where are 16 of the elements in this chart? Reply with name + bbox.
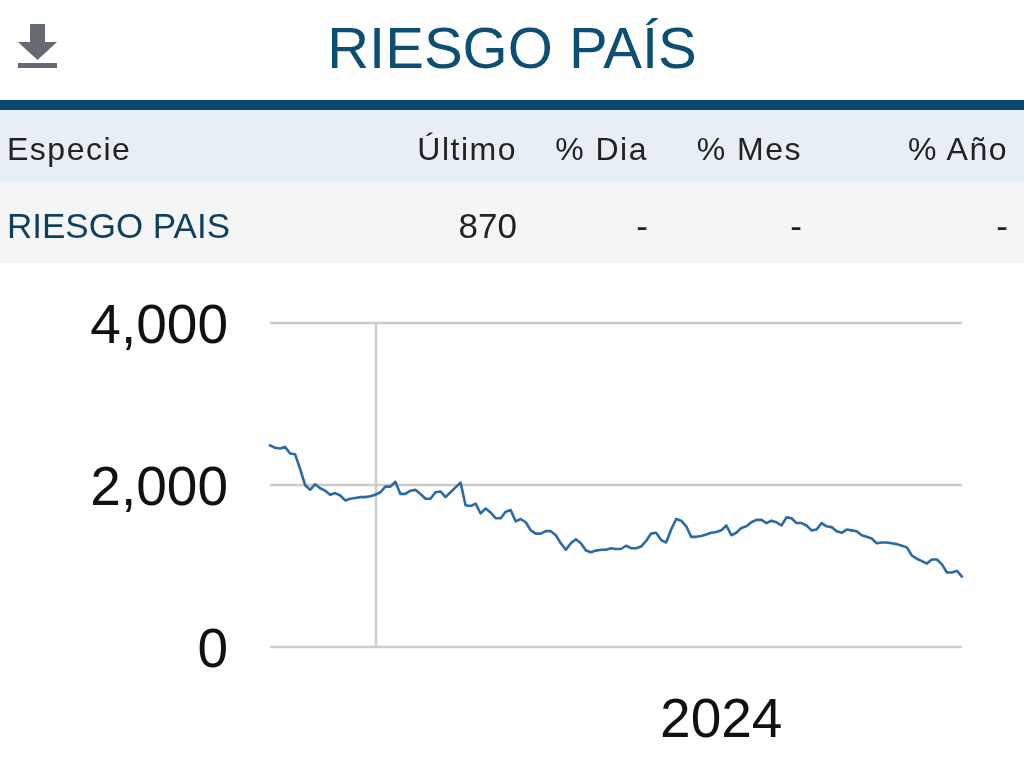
text: % Dia bbox=[555, 131, 648, 167]
y-tick-label: 4,000 bbox=[90, 292, 228, 355]
text: RIESGO PAÍS bbox=[327, 15, 697, 80]
y-tick-label: 0 bbox=[197, 616, 228, 679]
text: % Mes bbox=[696, 131, 802, 167]
text: RIESGO PAIS bbox=[7, 206, 231, 245]
text: - bbox=[790, 206, 802, 245]
text: - bbox=[636, 206, 648, 245]
text: Último bbox=[417, 131, 517, 167]
line-series bbox=[268, 444, 964, 578]
text: 870 bbox=[458, 206, 517, 245]
text: Especie bbox=[7, 131, 132, 167]
text: % Año bbox=[907, 131, 1008, 167]
x-tick-label: 2024 bbox=[660, 687, 783, 749]
text: - bbox=[996, 206, 1008, 245]
y-tick-label: 2,000 bbox=[90, 454, 228, 517]
